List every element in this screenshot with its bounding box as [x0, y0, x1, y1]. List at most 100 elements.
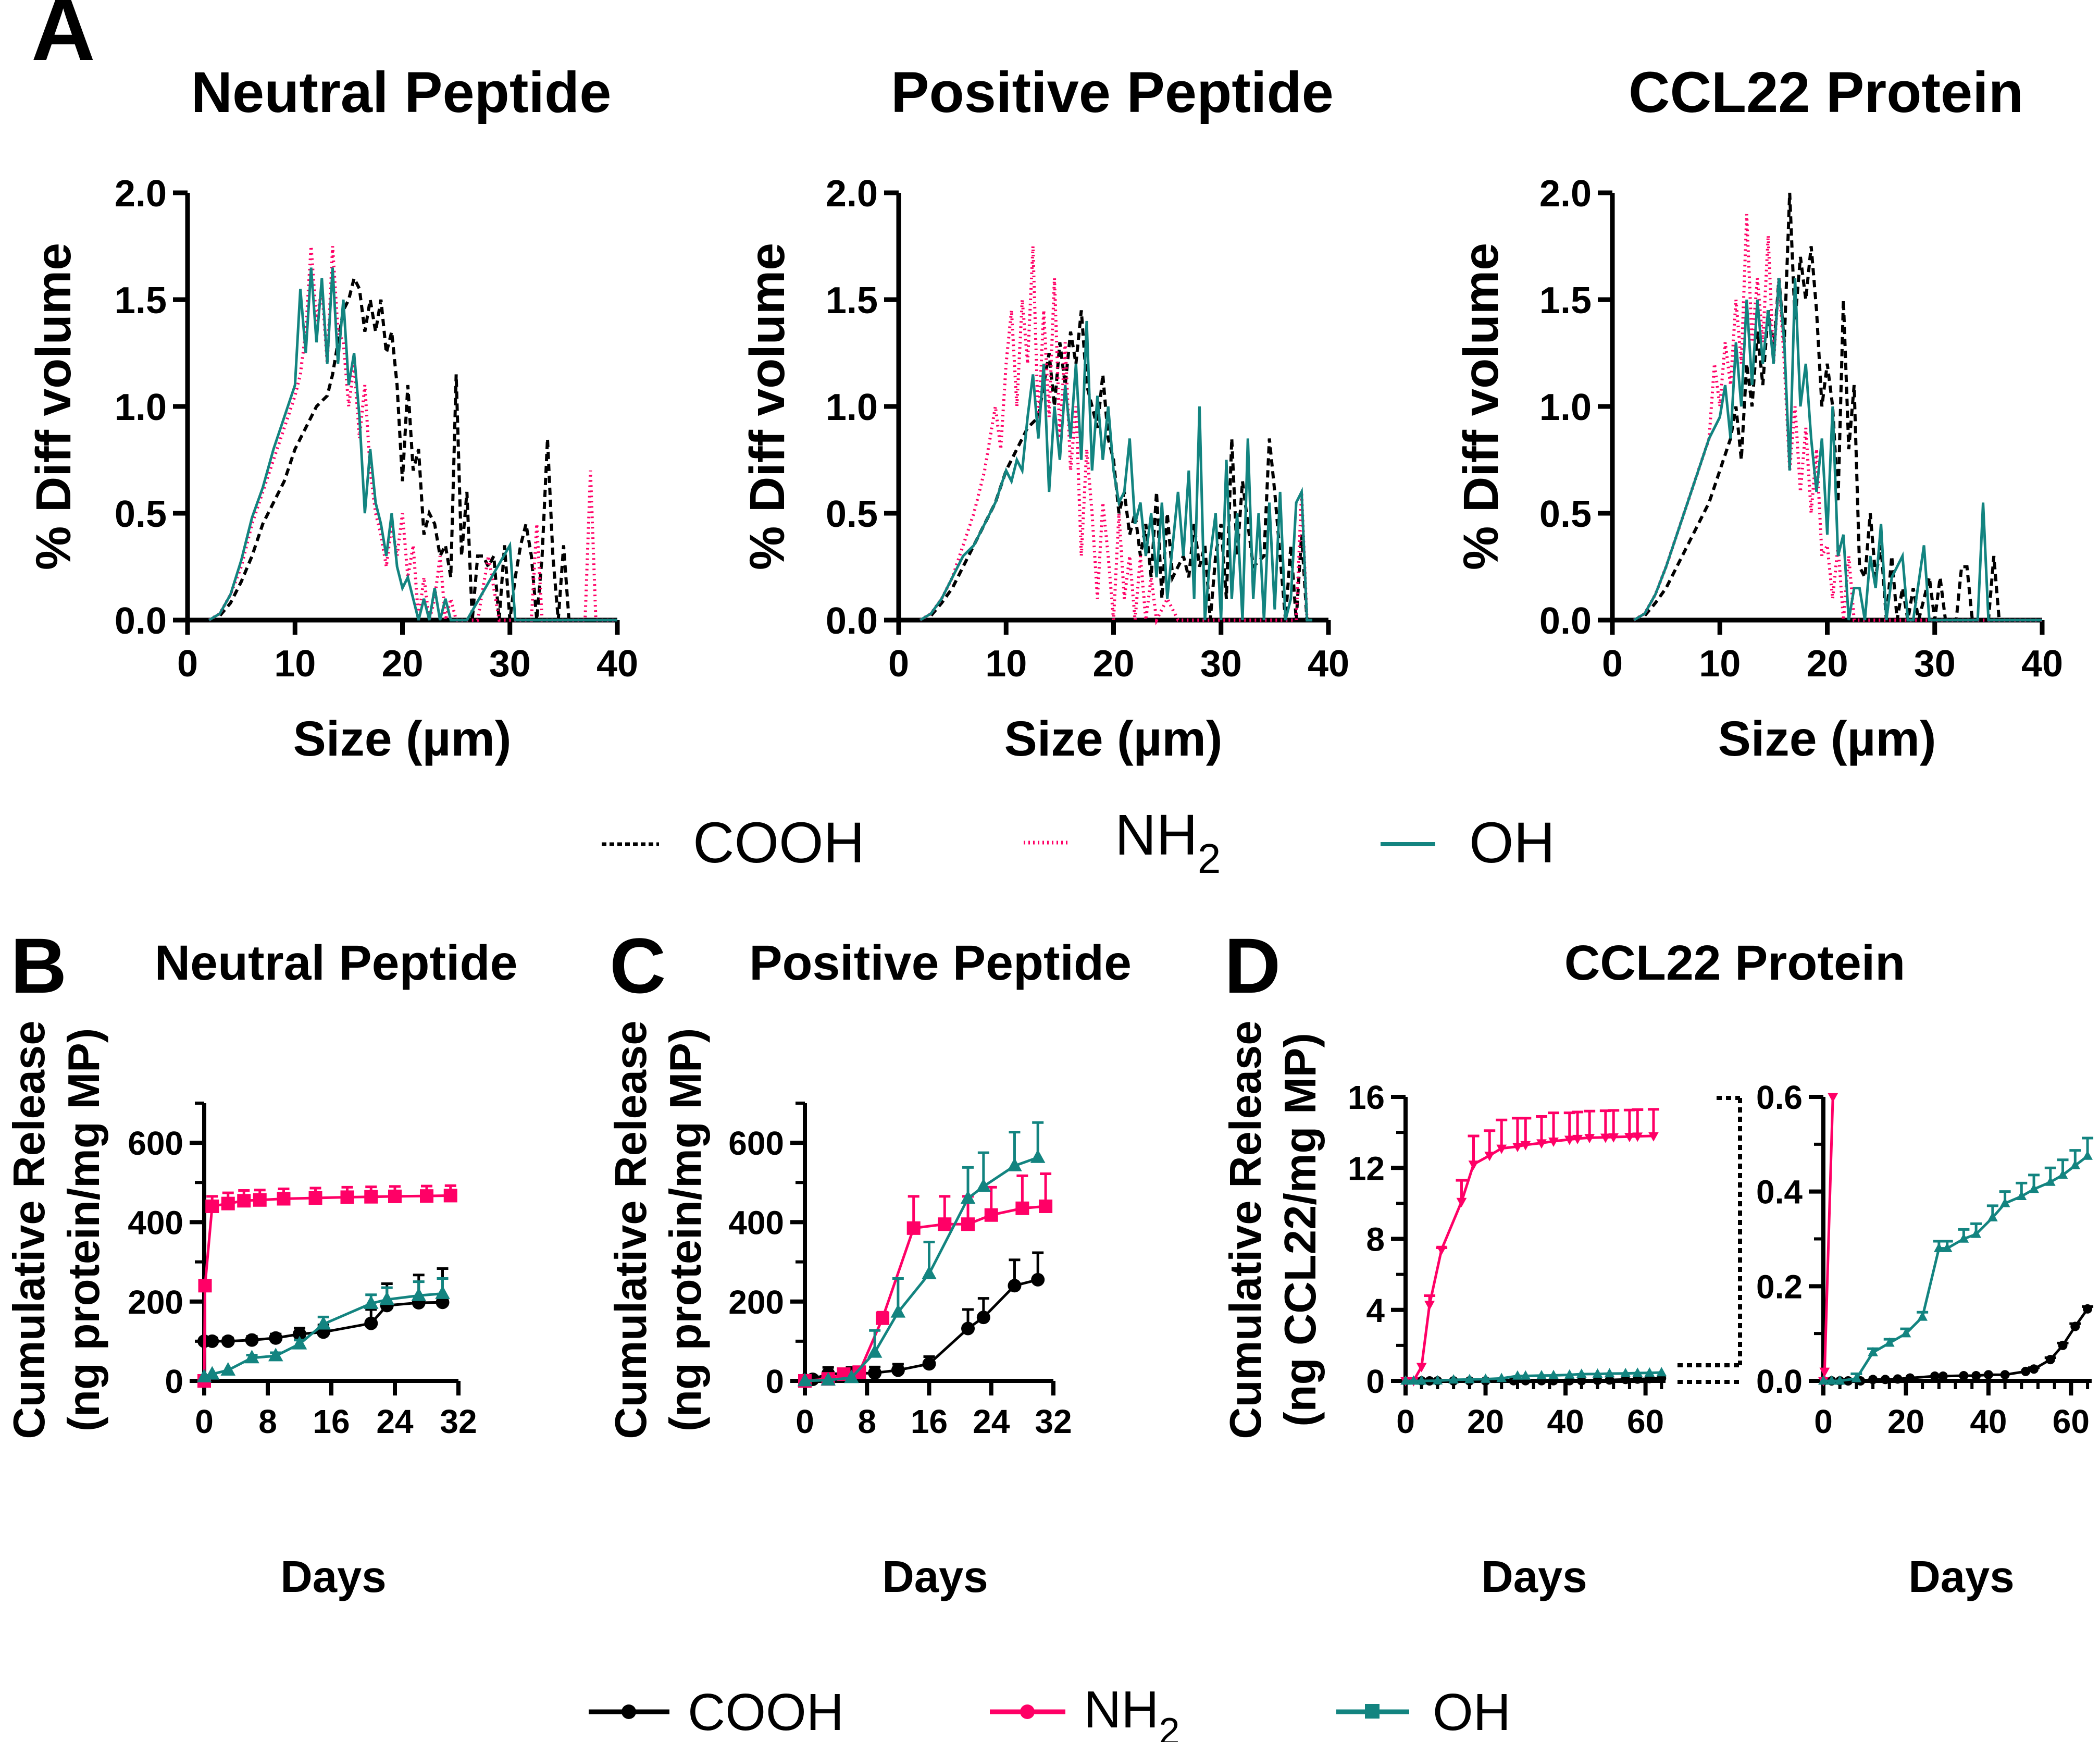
data-point-triangle: [1987, 1212, 1998, 1221]
data-point-triangle: [1548, 1369, 1559, 1379]
y-axis-label-a2: % Diff volume: [740, 243, 795, 570]
data-point-triangle-down: [1548, 1137, 1559, 1147]
data-point-triangle: [1007, 1157, 1022, 1171]
series-oh: [797, 1121, 1046, 1387]
series-oh: [1400, 1367, 1667, 1385]
data-point-square: [1039, 1199, 1053, 1213]
data-point-circle: [891, 1363, 905, 1377]
series-cooh: [1633, 192, 2001, 622]
series-oh: [196, 1277, 450, 1382]
series-line: [1633, 192, 2001, 622]
series-oh: [919, 320, 1313, 622]
data-point-triangle: [1826, 1375, 1837, 1385]
data-point-triangle: [363, 1295, 379, 1309]
y-tick-label: 0: [765, 1363, 784, 1400]
data-point-square: [938, 1217, 952, 1231]
y-tick-label: 0.5: [1539, 493, 1592, 535]
legend-marker-circle: [1020, 1704, 1035, 1719]
data-point-triangle: [1030, 1149, 1046, 1163]
data-point-triangle-down: [1468, 1160, 1479, 1170]
data-point-square: [205, 1199, 219, 1213]
x-axis-label-c: Days: [882, 1552, 988, 1602]
data-point-triangle: [1536, 1369, 1547, 1379]
x-tick-label: 20: [1092, 643, 1134, 685]
y-tick-label: 0.4: [1756, 1173, 1803, 1211]
data-point-circle: [1971, 1371, 1981, 1381]
x-tick-label: 0: [1814, 1403, 1833, 1440]
data-point-triangle: [1592, 1368, 1603, 1378]
series-oh: [1818, 1136, 2094, 1385]
data-point-triangle: [2029, 1183, 2039, 1193]
data-point-circle: [1031, 1272, 1045, 1287]
data-point-triangle: [1632, 1367, 1643, 1377]
y-tick-label: 0.0: [1756, 1363, 1803, 1400]
data-point-triangle: [316, 1316, 331, 1330]
x-tick-label: 40: [1970, 1403, 2007, 1440]
data-point-triangle: [1432, 1375, 1443, 1385]
y-tick-label: 200: [728, 1283, 784, 1321]
data-point-triangle: [220, 1362, 236, 1376]
x-tick-label: 0: [1396, 1403, 1415, 1440]
data-point-triangle: [204, 1366, 220, 1380]
series-cooh: [197, 1267, 450, 1348]
data-point-triangle: [2045, 1176, 2056, 1186]
y-axis-label-c: Cumulative Release: [606, 1020, 656, 1439]
data-point-triangle: [1958, 1233, 1969, 1243]
data-point-circle: [1959, 1371, 1969, 1381]
series-line: [919, 246, 1309, 626]
y-tick-label: 2.0: [1539, 173, 1592, 215]
data-point-square: [253, 1193, 267, 1207]
data-point-triangle: [976, 1178, 991, 1192]
data-point-triangle-down: [1416, 1363, 1427, 1373]
data-point-triangle: [2016, 1190, 2027, 1200]
data-point-triangle: [1496, 1373, 1507, 1382]
data-point-triangle: [797, 1373, 813, 1387]
x-tick-label: 30: [1200, 643, 1242, 685]
data-point-triangle-down: [1584, 1134, 1595, 1144]
x-axis-label-d-left: Days: [1481, 1552, 1587, 1602]
data-point-square: [221, 1196, 235, 1210]
data-point-circle: [1938, 1371, 1948, 1381]
chart-d-left: 0 20 40 60 0 4 8 12 16: [1348, 1079, 1667, 1440]
data-point-triangle: [244, 1350, 259, 1364]
y-tick-label: 0.0: [1539, 600, 1592, 642]
data-point-square: [308, 1191, 322, 1205]
x-tick-label: 40: [597, 643, 638, 685]
data-point-triangle: [1834, 1375, 1845, 1385]
x-tick-label: 30: [1914, 643, 1956, 685]
data-point-circle: [1605, 1375, 1614, 1385]
data-point-circle: [2058, 1340, 2068, 1350]
x-axis-label-a3: Size (µm): [1718, 711, 1936, 767]
data-point-circle: [922, 1357, 936, 1371]
data-point-circle: [2083, 1304, 2093, 1314]
data-point-square: [961, 1217, 975, 1231]
series-nh2: [197, 1184, 457, 1388]
y-tick-label: 600: [128, 1125, 183, 1162]
data-point-triangle: [1971, 1228, 1982, 1238]
legend-a: COOH NH2 OH: [602, 803, 1555, 882]
data-point-circle: [1880, 1375, 1890, 1385]
data-point-triangle: [1933, 1242, 1944, 1252]
y-tick-label: 1.0: [1539, 387, 1592, 428]
data-point-triangle-down: [1424, 1301, 1435, 1311]
panel-letter-b: B: [10, 922, 67, 1009]
data-point-triangle: [1576, 1368, 1587, 1378]
data-point-triangle: [268, 1348, 283, 1362]
data-point-circle: [1576, 1376, 1586, 1386]
y-axis-label-b-units: (ng protein/mg MP): [59, 1028, 109, 1431]
y-tick-label: 0.0: [826, 600, 878, 642]
data-point-square: [277, 1192, 291, 1206]
y-axis-label-c-units: (ng protein/mg MP): [661, 1028, 711, 1431]
chart-d-right: 0 20 40 60 0.0 0.2 0.4 0.6: [1756, 1079, 2094, 1440]
y-tick-label: 200: [128, 1283, 183, 1321]
data-point-square: [906, 1221, 921, 1235]
data-point-circle: [293, 1327, 306, 1341]
legend-label-nh2: NH2: [1115, 803, 1221, 882]
data-point-triangle: [2070, 1159, 2081, 1169]
data-point-circle: [2029, 1364, 2039, 1374]
x-tick-label: 10: [1699, 643, 1741, 685]
data-point-circle: [1593, 1375, 1602, 1385]
y-tick-label: 1.0: [826, 387, 878, 428]
data-point-triangle-down: [1608, 1133, 1619, 1143]
